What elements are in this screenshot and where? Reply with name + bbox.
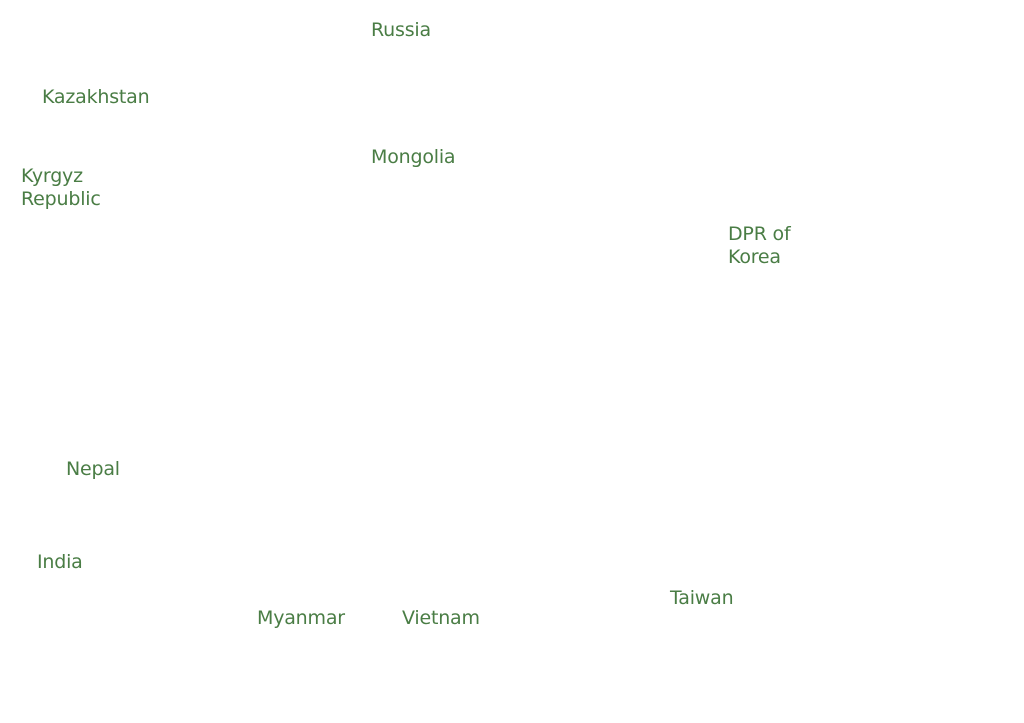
country-label: DPR of Korea bbox=[728, 223, 791, 269]
country-label: Kazakhstan bbox=[42, 86, 150, 109]
country-label: Nepal bbox=[66, 458, 120, 481]
label-line: Korea bbox=[728, 246, 781, 268]
label-line: Mongolia bbox=[371, 146, 456, 168]
label-line: Myanmar bbox=[257, 607, 345, 629]
country-label: Myanmar bbox=[257, 607, 345, 630]
label-line: Taiwan bbox=[670, 587, 734, 609]
label-line: Republic bbox=[21, 188, 101, 210]
country-label: India bbox=[37, 551, 83, 574]
country-label: Kyrgyz Republic bbox=[21, 165, 101, 211]
label-line: Kazakhstan bbox=[42, 86, 150, 108]
label-line: Vietnam bbox=[402, 607, 480, 629]
label-line: Russia bbox=[371, 19, 431, 41]
country-label: Russia bbox=[371, 19, 431, 42]
label-line: India bbox=[37, 551, 83, 573]
label-line: Kyrgyz bbox=[21, 165, 83, 187]
country-label: Taiwan bbox=[670, 587, 734, 610]
country-label: Mongolia bbox=[371, 146, 456, 169]
label-line: DPR of bbox=[728, 223, 791, 245]
country-label: Vietnam bbox=[402, 607, 480, 630]
label-line: Nepal bbox=[66, 458, 120, 480]
